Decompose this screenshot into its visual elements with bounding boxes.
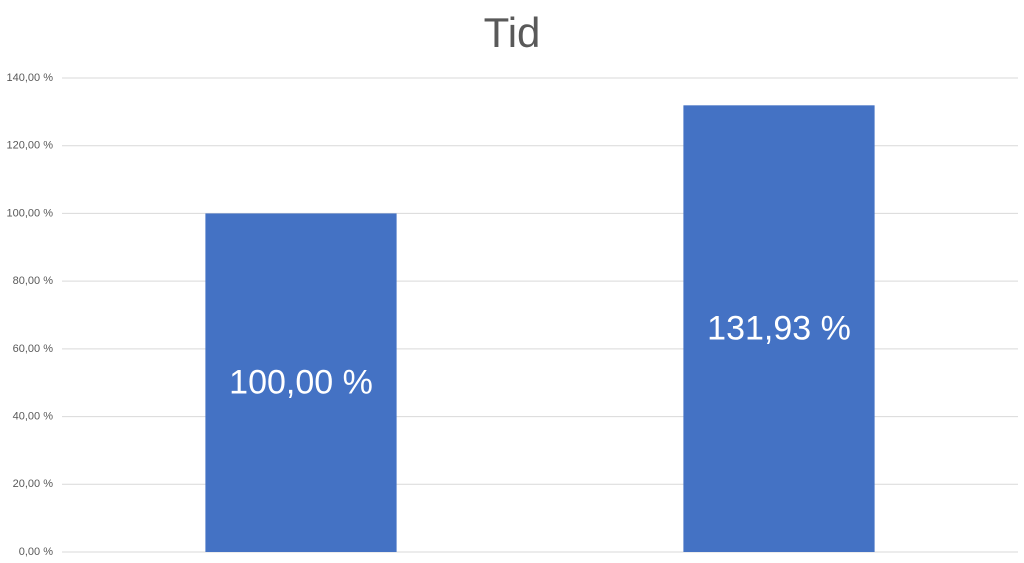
y-tick-label: 20,00 % (13, 478, 54, 490)
y-tick-label: 40,00 % (13, 410, 54, 422)
y-tick-label: 80,00 % (13, 275, 54, 287)
data-label: 100,00 % (229, 364, 373, 402)
y-tick-label: 60,00 % (13, 343, 54, 355)
y-tick-label: 0,00 % (19, 546, 53, 558)
data-label: 131,93 % (707, 310, 851, 348)
chart-title: Tid (484, 9, 541, 56)
bar (205, 213, 397, 552)
bar (683, 105, 875, 552)
y-tick-label: 140,00 % (7, 72, 54, 84)
y-tick-label: 120,00 % (7, 140, 54, 152)
y-tick-label: 100,00 % (7, 207, 54, 219)
